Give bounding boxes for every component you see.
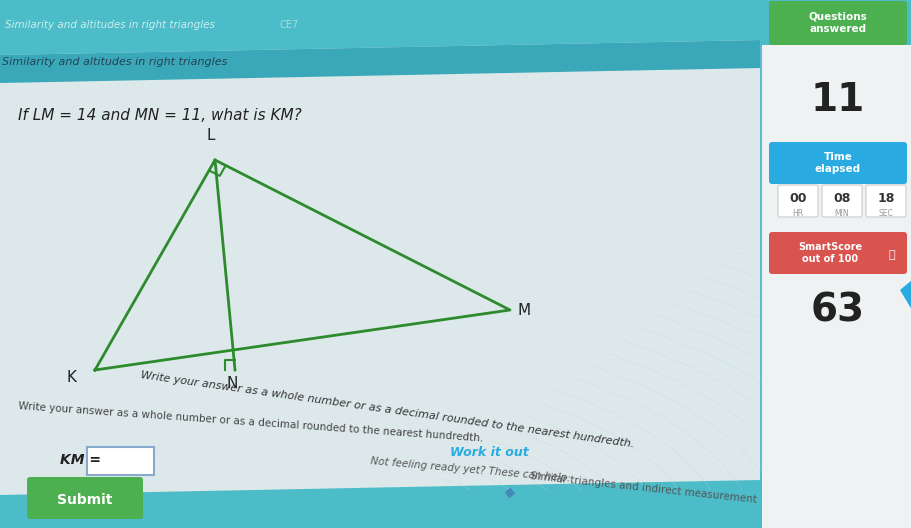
Text: N: N: [227, 376, 238, 391]
Text: MIN: MIN: [834, 209, 848, 218]
Text: KM =: KM =: [60, 453, 101, 467]
Text: ◆: ◆: [504, 485, 516, 499]
FancyBboxPatch shape: [777, 185, 817, 217]
Text: HR: HR: [792, 209, 803, 218]
Polygon shape: [0, 470, 911, 528]
Text: Not feeling ready yet? These can help:: Not feeling ready yet? These can help:: [370, 456, 570, 484]
Text: Write your answer as a whole number or as a decimal rounded to the nearest hundr: Write your answer as a whole number or a…: [18, 401, 483, 443]
Text: 00: 00: [788, 193, 806, 205]
Text: Similarity and altitudes in right triangles: Similarity and altitudes in right triang…: [5, 20, 215, 30]
FancyBboxPatch shape: [768, 232, 906, 274]
Text: 11: 11: [810, 81, 865, 119]
Text: CE7: CE7: [280, 20, 299, 30]
Polygon shape: [0, 40, 759, 495]
Text: L: L: [207, 128, 215, 143]
Text: 18: 18: [876, 193, 894, 205]
FancyBboxPatch shape: [87, 447, 154, 475]
Polygon shape: [762, 0, 911, 528]
Text: 63: 63: [810, 291, 865, 329]
FancyBboxPatch shape: [821, 185, 861, 217]
FancyBboxPatch shape: [768, 142, 906, 184]
Text: Write your answer as a whole number or as a decimal rounded to the nearest hundr: Write your answer as a whole number or a…: [140, 370, 634, 450]
Text: Submit: Submit: [57, 493, 113, 507]
FancyBboxPatch shape: [768, 1, 906, 45]
Polygon shape: [0, 0, 911, 55]
Text: Similar triangles and indirect measurement: Similar triangles and indirect measureme…: [529, 471, 756, 505]
Text: Work it out: Work it out: [449, 447, 528, 459]
FancyBboxPatch shape: [27, 477, 143, 519]
Text: Similarity and altitudes in right triangles: Similarity and altitudes in right triang…: [2, 57, 227, 67]
Text: 08: 08: [833, 193, 850, 205]
Text: Questions
answered: Questions answered: [808, 12, 866, 34]
Text: Time
elapsed: Time elapsed: [814, 152, 860, 174]
Text: K: K: [67, 370, 77, 385]
Text: SmartScore
out of 100: SmartScore out of 100: [797, 242, 861, 264]
Polygon shape: [762, 0, 911, 45]
Text: M: M: [517, 303, 530, 318]
Text: SEC: SEC: [877, 209, 893, 218]
FancyBboxPatch shape: [865, 185, 905, 217]
Text: ⓘ: ⓘ: [887, 250, 895, 260]
Polygon shape: [0, 40, 759, 83]
Text: If LM = 14 and MN = 11, what is KM?: If LM = 14 and MN = 11, what is KM?: [18, 108, 302, 122]
Polygon shape: [899, 280, 911, 310]
